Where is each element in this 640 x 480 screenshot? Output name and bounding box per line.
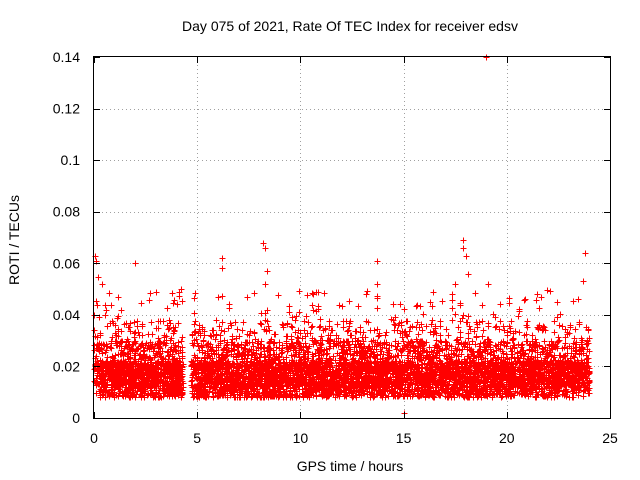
x-tick-label: 10 xyxy=(293,430,309,446)
x-tick-label: 5 xyxy=(193,430,201,446)
y-tick-label: 0.08 xyxy=(53,204,80,220)
y-tick-label: 0.06 xyxy=(53,255,80,271)
x-tick-label: 25 xyxy=(602,430,618,446)
x-axis-label: GPS time / hours xyxy=(297,458,404,474)
x-tick-label: 0 xyxy=(90,430,98,446)
axis-ticks xyxy=(94,57,611,419)
chart-title: Day 075 of 2021, Rate Of TEC Index for r… xyxy=(182,18,518,34)
y-tick-label: 0.02 xyxy=(53,358,80,374)
y-tick-label: 0.14 xyxy=(53,49,80,65)
y-tick-label: 0.12 xyxy=(53,101,80,117)
roti-point-markers xyxy=(91,54,593,417)
x-tick-labels: 0 5 10 15 20 25 xyxy=(90,430,618,446)
y-tick-label: 0 xyxy=(72,410,80,426)
y-tick-label: 0.04 xyxy=(53,307,80,323)
data-points xyxy=(91,54,593,417)
y-tick-label: 0.1 xyxy=(61,152,81,168)
plot-frame xyxy=(93,56,611,419)
y-axis-label: ROTI / TECUs xyxy=(6,195,22,285)
x-tick-label: 15 xyxy=(396,430,412,446)
x-tick-label: 20 xyxy=(499,430,515,446)
y-tick-labels: 0 0.02 0.04 0.06 0.08 0.1 0.12 0.14 xyxy=(53,49,80,426)
